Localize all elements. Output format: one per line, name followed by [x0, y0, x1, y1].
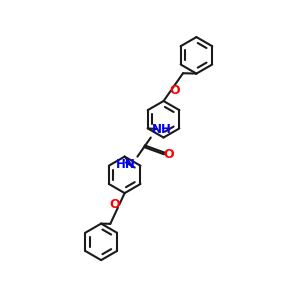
Text: NH: NH — [152, 123, 172, 136]
Text: O: O — [110, 198, 121, 211]
Text: O: O — [164, 148, 174, 161]
Text: O: O — [170, 84, 180, 97]
Text: HN: HN — [116, 158, 136, 171]
